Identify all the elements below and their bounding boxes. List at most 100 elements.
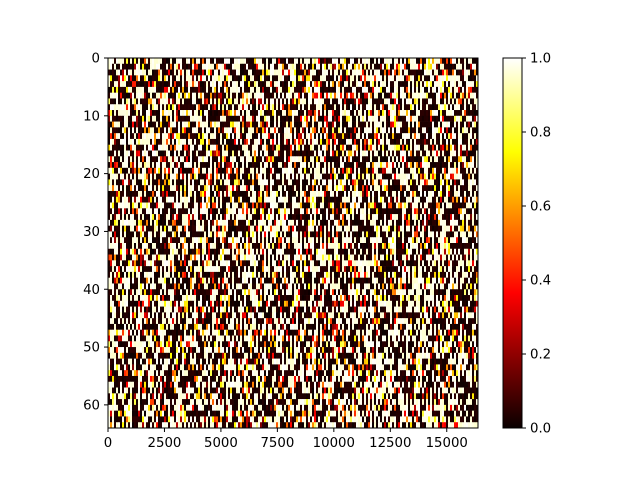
heatmap-cell (368, 208, 371, 215)
heatmap-cell (212, 173, 215, 180)
heatmap-cell (308, 69, 311, 76)
heatmap-cell (158, 58, 161, 65)
heatmap-cell (330, 127, 333, 134)
heatmap-cell (338, 92, 341, 99)
heatmap-cell (160, 202, 163, 209)
heatmap-cell (338, 104, 341, 111)
heatmap-cell (278, 138, 281, 146)
heatmap-cell (170, 133, 173, 140)
heatmap-cell (374, 208, 377, 215)
heatmap-cell (436, 86, 439, 93)
heatmap-cell (430, 58, 433, 65)
heatmap-cell (364, 69, 367, 76)
heatmap-cell (258, 162, 261, 169)
heatmap-cell (118, 144, 121, 151)
heatmap-cell (406, 69, 409, 76)
heatmap-cell (472, 127, 475, 134)
heatmap-cell (362, 190, 365, 198)
heatmap-cell (372, 150, 375, 157)
heatmap-cell (362, 69, 365, 76)
heatmap-cell (396, 81, 399, 88)
heatmap-cell (388, 110, 391, 117)
heatmap-cell (420, 98, 423, 105)
heatmap-cell (118, 133, 121, 140)
heatmap-cell (316, 98, 319, 105)
heatmap-cell (184, 179, 187, 186)
heatmap-cell (350, 150, 353, 157)
heatmap-cell (284, 138, 287, 146)
heatmap-cell (108, 190, 111, 198)
heatmap-cell (154, 110, 157, 117)
heatmap-cell (234, 196, 237, 203)
heatmap-cell (174, 121, 177, 128)
heatmap-cell (428, 190, 431, 198)
heatmap-cell (110, 156, 113, 163)
heatmap-cell (138, 167, 141, 174)
heatmap-cell (194, 173, 197, 180)
heatmap-cell (174, 92, 177, 99)
heatmap-cell (136, 179, 139, 186)
heatmap-cell (424, 104, 427, 111)
heatmap-cell (330, 92, 333, 99)
heatmap-cell (156, 104, 159, 111)
heatmap-cell (292, 144, 295, 151)
heatmap-cell (324, 156, 327, 163)
heatmap-cell (410, 179, 413, 186)
heatmap-cell (312, 69, 315, 76)
heatmap-cell (458, 190, 461, 198)
heatmap-cell (294, 173, 297, 180)
heatmap-cell (114, 58, 117, 65)
heatmap-cell (118, 63, 121, 70)
heatmap-cell (152, 173, 155, 180)
heatmap-cell (250, 202, 253, 209)
heatmap-cell (262, 127, 265, 134)
heatmap-cell (218, 58, 221, 65)
heatmap-cell (296, 144, 299, 151)
heatmap-cell (288, 208, 291, 215)
heatmap-cell (384, 179, 387, 186)
heatmap-cell (214, 202, 217, 209)
heatmap-cell (254, 167, 257, 174)
heatmap-cell (268, 162, 271, 169)
heatmap-cell (210, 156, 213, 163)
heatmap-cell (298, 115, 301, 122)
heatmap-cell (224, 173, 227, 180)
heatmap-cell (288, 133, 291, 140)
heatmap-cell (474, 121, 477, 128)
heatmap-cell (178, 173, 181, 180)
heatmap-cell (442, 144, 445, 151)
heatmap-cell (324, 173, 327, 180)
heatmap-cell (128, 208, 131, 215)
heatmap-cell (370, 81, 373, 88)
heatmap-cell (134, 63, 137, 70)
heatmap-cell (406, 196, 409, 203)
heatmap-cell (112, 162, 115, 169)
heatmap-cell (254, 121, 257, 128)
heatmap-cell (436, 190, 439, 198)
heatmap-cell (348, 150, 351, 157)
heatmap-cell (258, 63, 261, 70)
heatmap-cell (340, 133, 343, 140)
heatmap-cell (300, 190, 303, 198)
heatmap-cell (340, 196, 343, 203)
heatmap-cell (224, 98, 227, 105)
heatmap-cell (186, 86, 189, 93)
heatmap-cell (402, 98, 405, 105)
heatmap-cell (476, 121, 478, 128)
heatmap-cell (396, 156, 399, 163)
heatmap-cell (142, 144, 145, 151)
heatmap-cell (320, 133, 323, 140)
heatmap-cell (198, 92, 201, 99)
heatmap-cell (200, 92, 203, 99)
heatmap-cell (110, 150, 113, 157)
heatmap-cell (232, 63, 235, 70)
heatmap-cell (308, 138, 311, 146)
heatmap-cell (454, 81, 457, 88)
heatmap-cell (128, 144, 131, 151)
heatmap-cell (294, 58, 297, 65)
heatmap-cell (114, 196, 117, 203)
heatmap-cell (374, 138, 377, 146)
heatmap-cell (286, 144, 289, 151)
heatmap-cell (468, 190, 471, 198)
heatmap-cell (184, 121, 187, 128)
